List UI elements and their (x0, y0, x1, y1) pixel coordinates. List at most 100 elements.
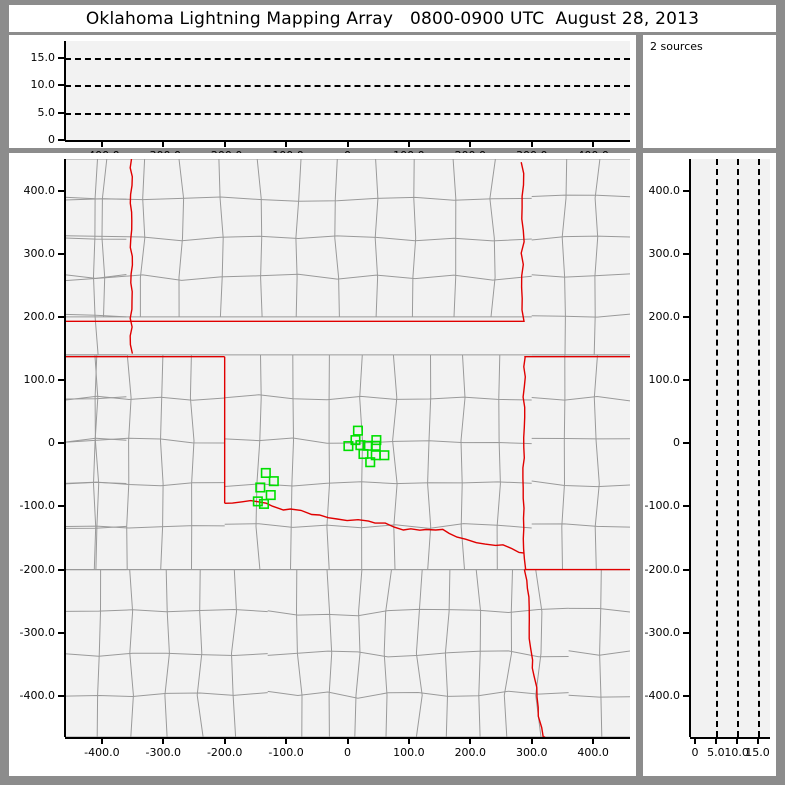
county-boundary (532, 274, 630, 277)
lma-source-marker[interactable] (265, 490, 276, 501)
x-tick-label: 400.0 (577, 746, 609, 759)
state-boundary-red-river (225, 501, 525, 553)
county-boundary (594, 355, 599, 570)
x-tick (530, 737, 533, 744)
state-boundary-co-ks (130, 159, 132, 354)
y-tick-label: 0 (48, 133, 55, 146)
y-tick (683, 189, 690, 192)
altitude-east-plot-area[interactable] (65, 41, 630, 140)
county-boundary (327, 570, 332, 737)
y-tick (683, 568, 690, 571)
county-boundary (268, 691, 569, 698)
x-axis-line (690, 737, 770, 739)
lma-source-marker[interactable] (268, 476, 279, 487)
x-tick-label: 5.0 (707, 746, 725, 759)
county-boundary (65, 693, 268, 697)
lma-source-marker[interactable] (255, 482, 266, 493)
county-boundary (412, 159, 415, 317)
lma-source-marker[interactable] (358, 448, 369, 460)
y-tick-label: -300.0 (19, 625, 55, 639)
y-tick (58, 189, 65, 192)
x-tick-label: -400.0 (84, 746, 120, 759)
y-tick (58, 111, 65, 114)
y-tick-label: -100.0 (19, 499, 55, 513)
y-tick-label: 15.0 (30, 50, 56, 64)
y-tick (58, 56, 65, 59)
x-tick (756, 737, 759, 744)
county-boundary (490, 159, 496, 317)
y-tick-label: 0 (673, 436, 680, 450)
state-boundary-ok-ar (523, 357, 526, 569)
county-boundary (355, 570, 362, 737)
county-boundary (65, 610, 268, 612)
county-boundary (532, 438, 630, 439)
lma-source-marker[interactable] (252, 496, 263, 507)
x-tick (162, 737, 165, 744)
county-boundary (65, 526, 225, 528)
gridline-horizontal (65, 85, 630, 87)
y-tick (683, 631, 690, 634)
county-boundary (268, 608, 569, 616)
lma-source-marker[interactable] (370, 440, 381, 451)
lma-source-marker[interactable] (371, 435, 382, 446)
y-tick-label: -300.0 (644, 625, 680, 639)
lma-source-markers[interactable] (252, 425, 390, 509)
y-tick (58, 505, 65, 508)
county-boundary (161, 355, 164, 570)
x-tick (223, 737, 226, 744)
page-title: Oklahoma Lightning Mapping Array 0800-09… (85, 8, 700, 29)
y-tick (683, 694, 690, 697)
y-tick (58, 252, 65, 255)
x-tick (469, 140, 472, 147)
altitude-north-plot-area[interactable] (690, 159, 770, 737)
x-tick (694, 737, 696, 744)
x-tick (735, 737, 738, 744)
lma-source-marker[interactable] (343, 441, 354, 452)
y-tick-label: 100.0 (23, 373, 56, 387)
county-boundary (97, 570, 100, 737)
x-tick (714, 737, 717, 744)
county-boundary (532, 195, 630, 197)
county-boundary (532, 236, 630, 240)
county-boundary (65, 236, 532, 241)
x-tick (100, 737, 103, 744)
county-boundary (179, 159, 184, 317)
y-axis-line (64, 41, 66, 140)
y-tick (58, 568, 65, 571)
plan-view-map-plot-area[interactable] (65, 159, 630, 737)
lma-source-marker[interactable] (258, 498, 270, 509)
county-boundary (532, 481, 630, 487)
y-axis-line (689, 159, 691, 737)
county-boundary (268, 651, 569, 657)
x-tick-label: 10.0 (724, 746, 749, 759)
county-boundary (65, 314, 126, 317)
lma-source-marker[interactable] (379, 450, 390, 461)
lma-source-marker[interactable] (352, 425, 363, 436)
lma-source-marker[interactable] (365, 457, 376, 468)
plan-view-map-panel: -400.0 -300.0 -200.0 -100.0 0 100.0 200.0 300.0… (9, 153, 636, 776)
county-boundary (569, 608, 630, 612)
y-tick-label: -200.0 (19, 562, 55, 576)
lma-source-marker[interactable] (260, 467, 271, 479)
x-tick (346, 737, 349, 744)
county-boundary (360, 355, 363, 570)
x-tick (592, 737, 595, 744)
y-tick-label: 10.0 (30, 78, 56, 91)
county-boundary (476, 570, 480, 737)
y-tick (58, 631, 65, 634)
y-tick (683, 252, 690, 255)
gridline-vertical (715, 159, 718, 737)
county-boundary (532, 524, 630, 527)
y-tick-label: -400.0 (19, 688, 55, 702)
x-tick (592, 140, 595, 147)
state-boundary-tx-la (524, 570, 545, 737)
county-boundary (65, 197, 126, 199)
altitude-north-panel: -400.0 -300.0 -200.0 -100.0 0 100.0 200.0 300.0… (643, 153, 776, 776)
state-boundary-ks-mo (521, 162, 524, 321)
x-tick-label: 0 (344, 746, 351, 759)
gridline-horizontal (65, 112, 630, 115)
county-boundary (95, 355, 99, 570)
county-boundary (65, 238, 126, 239)
county-boundary (65, 526, 126, 528)
